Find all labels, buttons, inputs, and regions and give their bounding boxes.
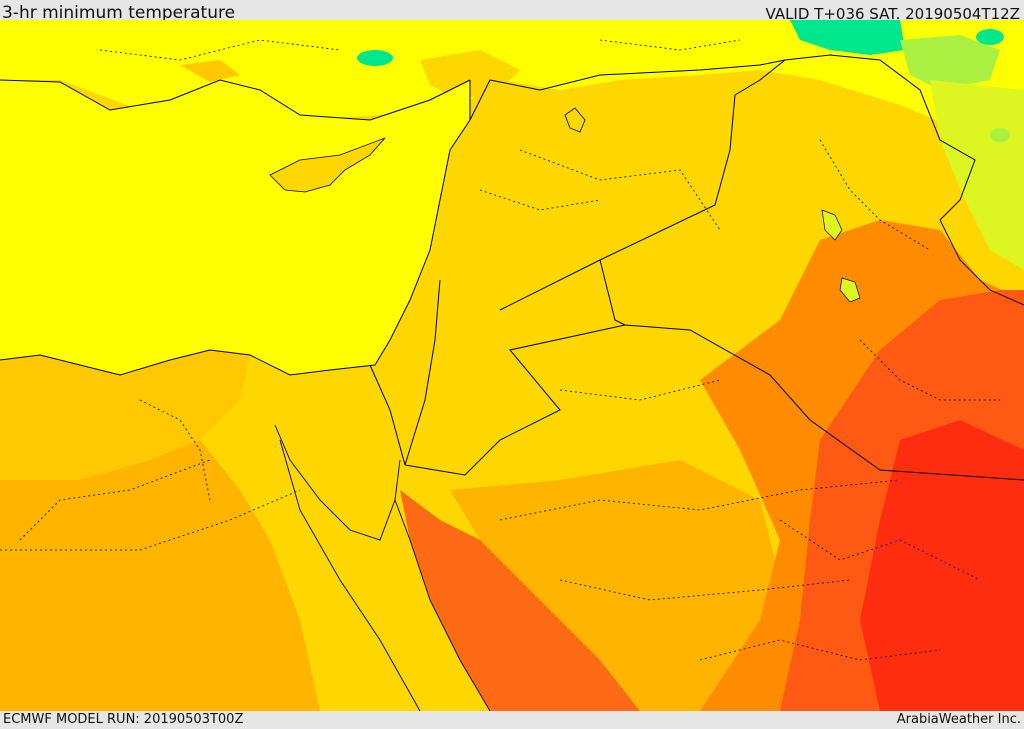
dotted-boundary-10 (559, 379, 721, 401)
cool-green-spot-north (790, 20, 905, 55)
dotted-boundary-11 (99, 39, 341, 61)
levant-gold (440, 80, 820, 350)
red-sea-east-coast (394, 459, 491, 711)
dotted-boundary-8 (479, 189, 601, 211)
temperature-map (0, 20, 1024, 711)
country-borders (369, 54, 1024, 481)
dotted-boundary-2 (19, 459, 211, 541)
mediterranean-coastline (0, 80, 471, 376)
green-spot-ne (990, 128, 1010, 142)
temperature-map-svg (0, 20, 1024, 711)
dotted-boundary-5 (559, 579, 851, 601)
jordan-saudi-border (404, 324, 626, 476)
jordan-iraq-border (599, 259, 1024, 481)
valid-time-label: VALID T+036 SAT. 20190504T12Z (765, 5, 1020, 23)
map-title: 3-hr minimum temperature (2, 3, 236, 23)
lake-outline (564, 107, 586, 133)
dotted-boundary-12 (599, 39, 741, 51)
dotted-boundary-1 (0, 489, 301, 551)
hejaz-red-orange (400, 490, 640, 711)
light-green-spot-north (900, 35, 1000, 90)
saudi-interior-orange (450, 460, 780, 711)
reservoir-2 (839, 277, 861, 303)
gulf-of-suez (274, 424, 396, 541)
egypt-coast-amber (0, 350, 250, 480)
turkey-syria-border (469, 59, 786, 121)
dotted-boundary-13 (859, 339, 1000, 401)
southeast-red-core (860, 420, 1024, 711)
credit-label: ArabiaWeather Inc. (896, 712, 1021, 727)
anatolia-coastline (0, 79, 471, 121)
persian-gulf-coast (939, 219, 1024, 306)
anatolia-amber-patch-2 (180, 60, 240, 82)
dotted-boundary-7 (519, 149, 721, 231)
egypt-israel-border (369, 364, 406, 466)
israel-jordan-border (404, 279, 441, 466)
dotted-boundary-6 (699, 639, 941, 661)
model-run-label: ECMWF MODEL RUN: 20190503T00Z (3, 712, 244, 727)
cyprus-island (269, 137, 386, 193)
iraq-iran-border (784, 54, 976, 221)
light-green-spot-east (930, 80, 1024, 270)
green-spot-west (357, 50, 393, 66)
green-spot-lake (976, 29, 1004, 45)
dotted-boundary-3 (139, 399, 211, 501)
red-sea (280, 440, 480, 711)
egypt-desert-orange (0, 440, 320, 711)
anatolia-amber-patch (420, 50, 520, 100)
red-sea-west-coast (279, 439, 421, 711)
reservoir-1 (821, 209, 843, 241)
dotted-boundary-14 (779, 519, 981, 581)
provincial-boundaries (0, 39, 1000, 661)
